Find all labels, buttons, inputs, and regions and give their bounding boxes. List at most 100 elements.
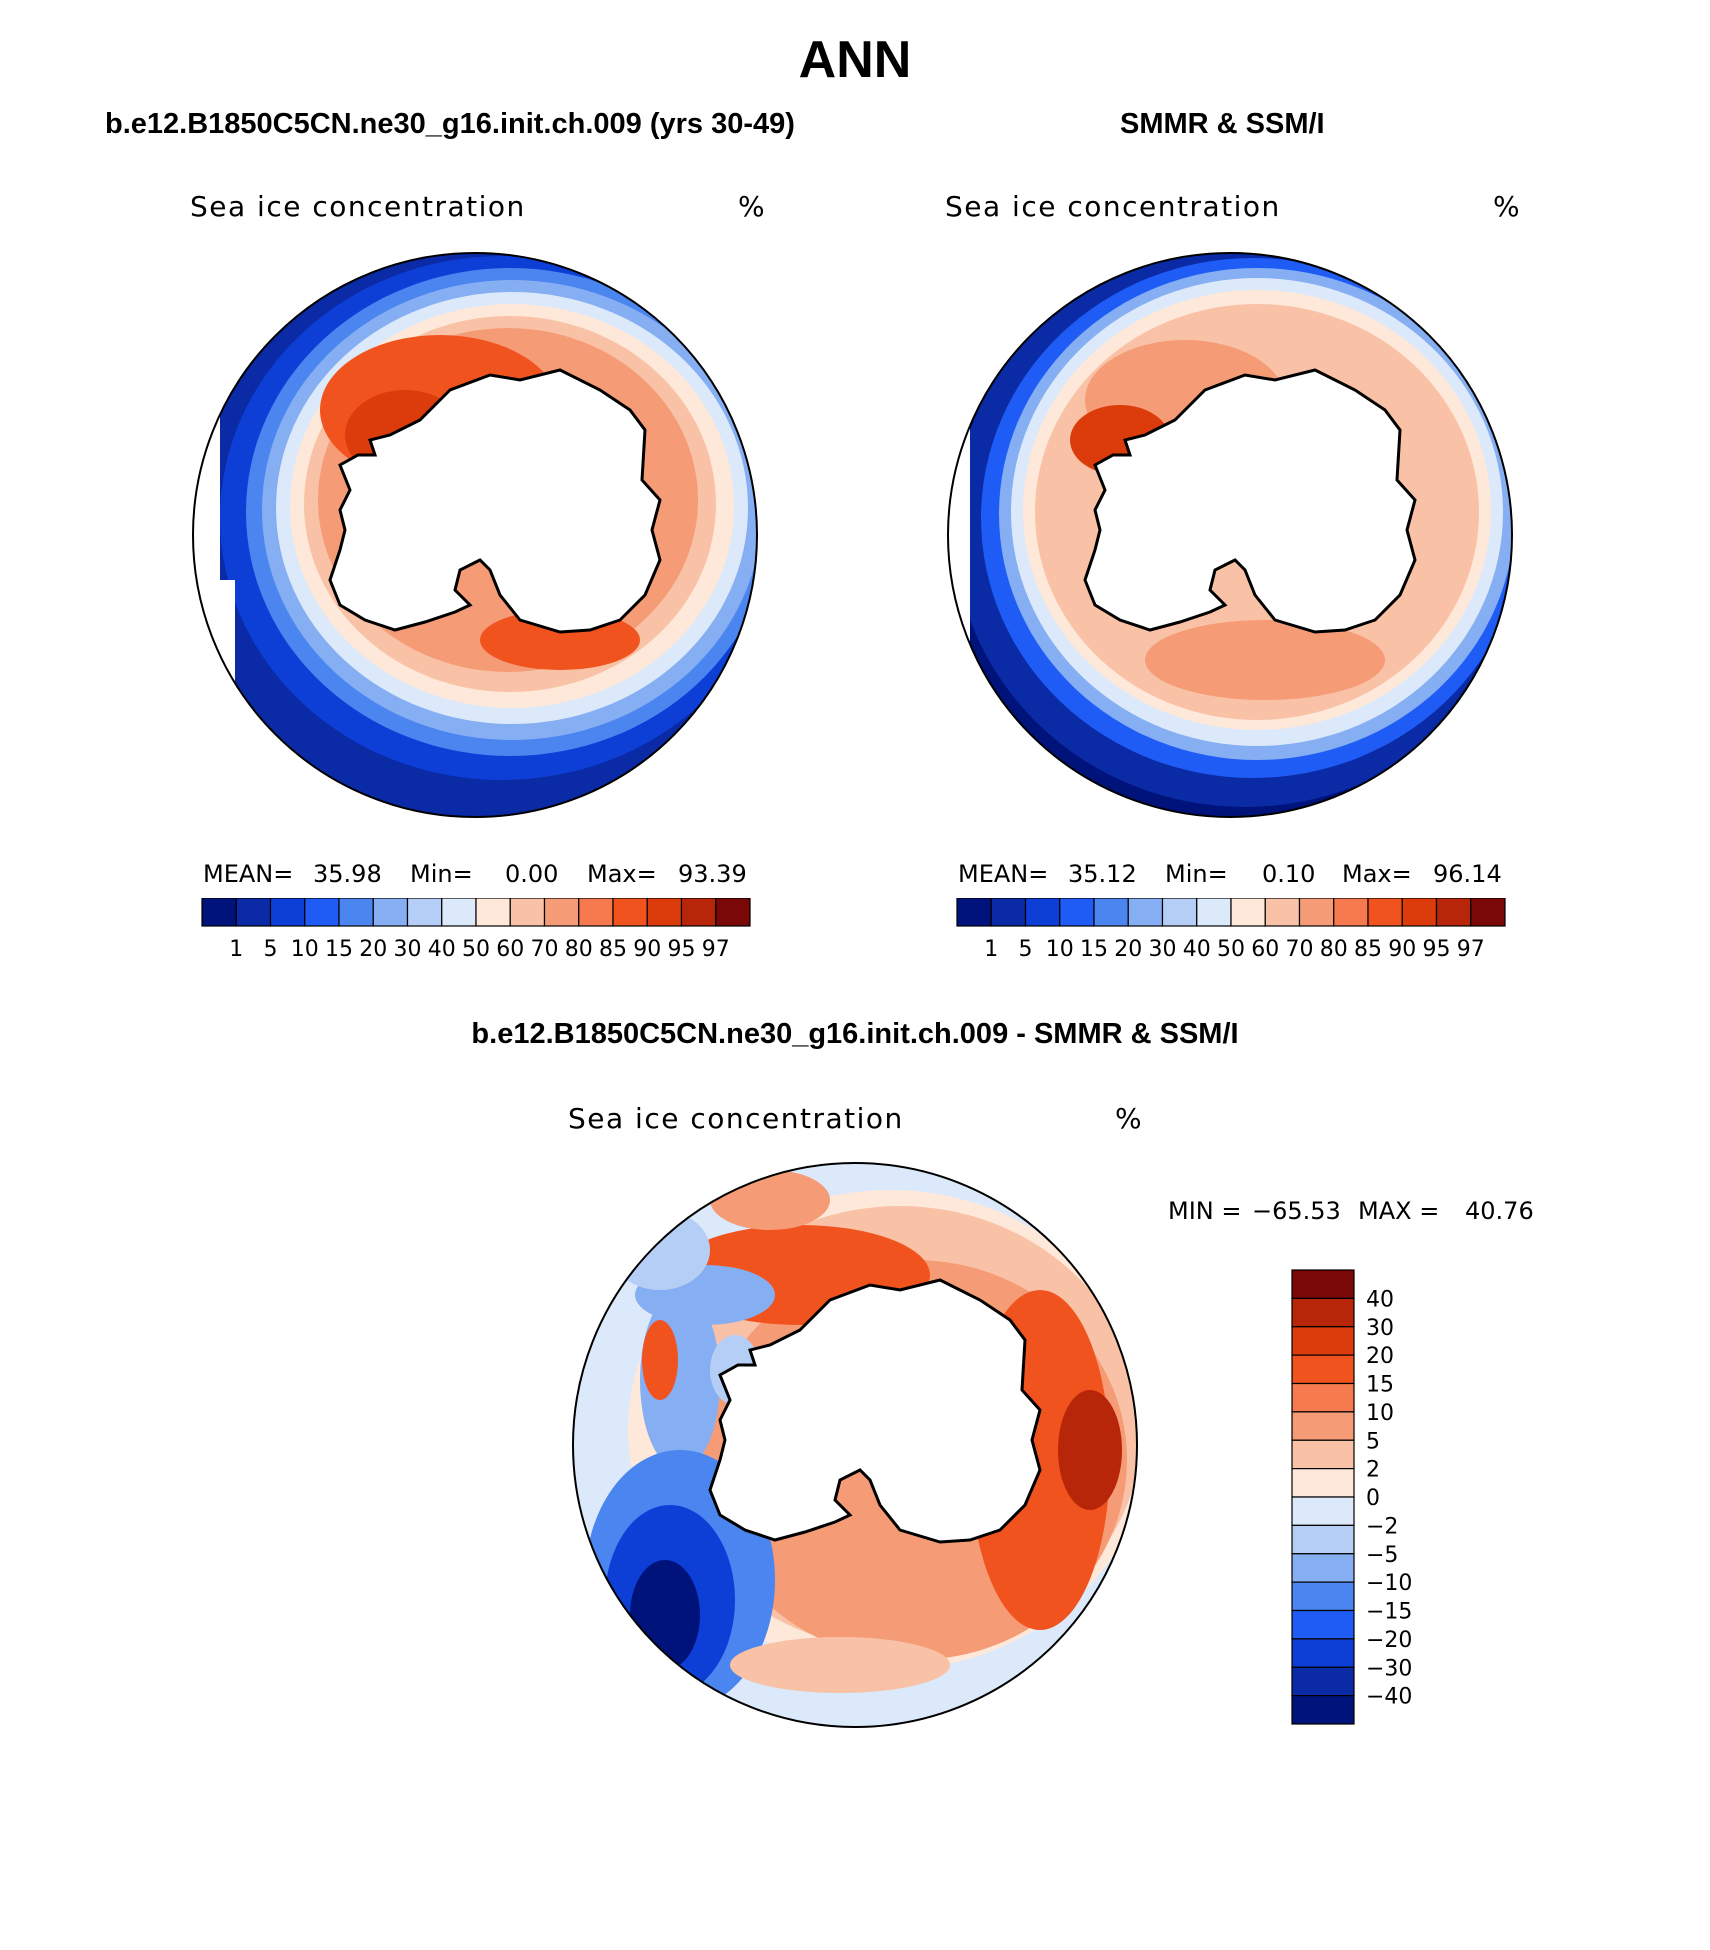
panel3-colorbar-tick-label: −5 — [1366, 1543, 1398, 1568]
panel1-min: 0.00 — [505, 860, 559, 888]
panel1-mean-label: MEAN= — [203, 860, 294, 888]
panel1-colorbar-swatch — [646, 898, 683, 927]
panel2-colorbar-swatch — [1230, 898, 1266, 927]
panel3-colorbar-swatch — [1291, 1695, 1355, 1725]
panel1-colorbar-tick-label: 50 — [462, 937, 490, 962]
panel2-colorbar-tick-label: 1 — [984, 937, 998, 962]
panel2-colorbar-swatch — [1333, 898, 1369, 927]
panel2-colorbar-swatch — [1298, 898, 1335, 927]
panel2-colorbar-tick-label: 40 — [1183, 937, 1211, 962]
panel1-colorbar-swatch — [475, 898, 511, 927]
panel2-colorbar-swatch — [956, 898, 992, 927]
panel1-colorbar-tick-label: 85 — [599, 937, 627, 962]
panel1-min-label: Min= — [410, 860, 473, 888]
panel2-colorbar-tick-label: 95 — [1423, 937, 1451, 962]
panel3-colorbar-swatch — [1291, 1524, 1355, 1555]
panel2-max: 96.14 — [1433, 860, 1502, 888]
panel3-colorbar-tick-label: 2 — [1366, 1458, 1380, 1483]
panel1-title: b.e12.B1850C5CN.ne30_g16.init.ch.009 (yr… — [105, 108, 795, 140]
panel2-colorbar-tick-label: 90 — [1388, 937, 1416, 962]
panel1-colorbar-swatch — [612, 898, 648, 927]
panel2-colorbar-swatch — [1264, 898, 1301, 927]
panel3-units: % — [1115, 1102, 1144, 1135]
panel1-colorbar-tick-label: 20 — [359, 937, 387, 962]
panel3-colorbar-swatch — [1291, 1468, 1355, 1498]
panel3-colorbar-tick-label: 30 — [1366, 1316, 1394, 1341]
panel2-colorbar-tick-label: 50 — [1217, 937, 1245, 962]
panel2-colorbar-tick-label: 10 — [1046, 937, 1074, 962]
panel3-colorbar-tick-label: −30 — [1366, 1656, 1412, 1681]
panel3-colorbar-swatch — [1291, 1297, 1355, 1328]
panel3-colorbar-swatch — [1291, 1666, 1355, 1697]
panel1-colorbar-swatch — [235, 898, 272, 927]
panel3-colorbar-tick-label: 5 — [1366, 1429, 1380, 1454]
panel3-colorbar-swatch — [1291, 1638, 1355, 1668]
panel2-colorbar-tick-label: 30 — [1149, 937, 1177, 962]
panel1-colorbar-swatch — [578, 898, 614, 927]
panel1-colorbar-swatch — [338, 898, 374, 927]
panel1-variable: Sea ice concentration — [190, 190, 526, 223]
panel1-colorbar-tick-label: 70 — [531, 937, 559, 962]
panel1-colorbar-swatch — [509, 898, 546, 927]
panel1-max-label: Max= — [587, 860, 657, 888]
panel2-colorbar: 1 5 10 15 20 30 40 50 60 70 80 85 90 95 97 — [956, 898, 1506, 962]
panel3-colorbar-tick-label: −40 — [1366, 1685, 1412, 1710]
panel2-min-label: Min= — [1165, 860, 1228, 888]
panel1-colorbar-swatch — [441, 898, 477, 927]
panel1-colorbar-tick-label: 97 — [702, 937, 730, 962]
panel2-colorbar-swatch — [1470, 898, 1506, 927]
panel1-map — [192, 252, 758, 818]
panel1-mean: 35.98 — [313, 860, 382, 888]
panel3-colorbar-swatch — [1291, 1382, 1355, 1413]
panel2-colorbar-swatch — [1093, 898, 1129, 927]
panel3-colorbar-swatch — [1291, 1326, 1355, 1356]
panel3-title: b.e12.B1850C5CN.ne30_g16.init.ch.009 - S… — [471, 1018, 1239, 1050]
panel1-colorbar-tick-label: 40 — [428, 937, 456, 962]
panel3-colorbar-tick-label: −20 — [1366, 1628, 1412, 1653]
panel1-colorbar-tick-label: 80 — [565, 937, 593, 962]
panel2-max-label: Max= — [1342, 860, 1412, 888]
panel2-colorbar-swatch — [1401, 898, 1438, 927]
panel3-colorbar-swatch — [1291, 1609, 1355, 1640]
panel1-colorbar-swatch — [372, 898, 409, 927]
panel3-colorbar-tick-label: 15 — [1366, 1373, 1394, 1398]
panel3-colorbar-swatch — [1291, 1439, 1355, 1470]
panel3-colorbar-swatch — [1291, 1496, 1355, 1526]
panel3-colorbar-swatch — [1291, 1553, 1355, 1583]
panel3-max: 40.76 — [1465, 1197, 1534, 1225]
panel1-colorbar-tick-label: 10 — [291, 937, 319, 962]
panel2-colorbar-tick-label: 60 — [1251, 937, 1279, 962]
panel1-colorbar-swatch — [680, 898, 717, 927]
panel3-colorbar-tick-label: 40 — [1366, 1287, 1394, 1312]
panel1-colorbar-tick-label: 15 — [325, 937, 353, 962]
panel3-colorbar-tick-label: −15 — [1366, 1600, 1412, 1625]
panel1-max: 93.39 — [678, 860, 747, 888]
panel3-max-label: MAX = — [1358, 1197, 1440, 1225]
panel2-min: 0.10 — [1262, 860, 1316, 888]
panel1-colorbar-tick-label: 60 — [496, 937, 524, 962]
panel1-colorbar-tick-label: 30 — [394, 937, 422, 962]
panel1-colorbar-tick-label: 5 — [264, 937, 278, 962]
panel2-colorbar-tick-label: 15 — [1080, 937, 1108, 962]
panel2-colorbar-tick-label: 97 — [1457, 937, 1485, 962]
panel2-units: % — [1493, 190, 1522, 223]
panel3-map — [572, 1162, 1138, 1728]
panel2-colorbar-swatch — [1024, 898, 1061, 927]
panel2-colorbar-swatch — [1435, 898, 1472, 927]
panel1-colorbar-swatch — [543, 898, 580, 927]
panel1-colorbar-tick-label: 1 — [229, 937, 243, 962]
panel3-variable: Sea ice concentration — [568, 1102, 904, 1135]
panel2-colorbar-tick-label: 85 — [1354, 937, 1382, 962]
panel3-colorbar-tick-label: 10 — [1366, 1401, 1394, 1426]
panel1-colorbar: 1 5 10 15 20 30 40 50 60 70 80 85 90 95 97 — [201, 898, 751, 962]
panel2-colorbar-swatch — [1196, 898, 1232, 927]
panel2-colorbar-swatch — [1161, 898, 1198, 927]
panel1-colorbar-swatch — [201, 898, 237, 927]
panel1-colorbar-swatch — [269, 898, 306, 927]
panel3-colorbar-tick-label: 0 — [1366, 1486, 1380, 1511]
panel2-map — [947, 252, 1513, 818]
panel3-min: −65.53 — [1252, 1197, 1341, 1225]
panel1-units: % — [738, 190, 767, 223]
panel3-colorbar-tick-label: −2 — [1366, 1514, 1398, 1539]
